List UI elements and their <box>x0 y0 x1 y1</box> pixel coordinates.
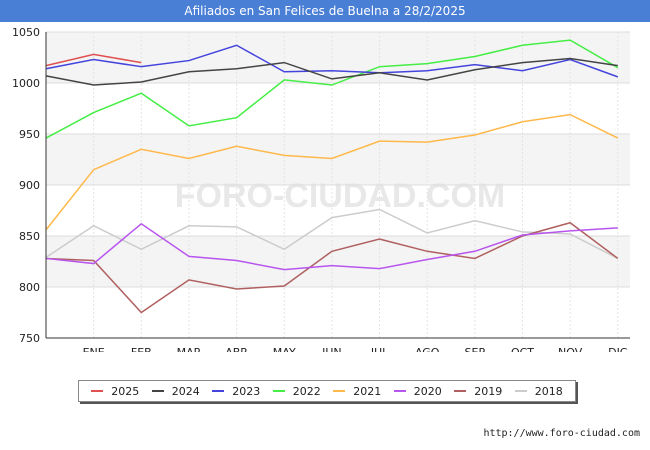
y-tick-label: 800 <box>19 281 40 294</box>
legend-item-2023: 2023 <box>212 385 260 398</box>
y-tick-label: 1050 <box>12 26 40 39</box>
y-tick-label: 950 <box>19 128 40 141</box>
series-line-2024 <box>45 57 618 86</box>
x-tick-label: DIC <box>608 346 628 352</box>
legend-label: 2018 <box>534 384 563 398</box>
legend-item-2019: 2019 <box>454 385 502 398</box>
series-line-2025 <box>45 53 142 67</box>
legend-swatch <box>514 390 527 392</box>
legend-item-2018: 2018 <box>514 384 563 398</box>
legend-swatch <box>272 390 285 392</box>
series-line-2018 <box>45 208 619 260</box>
chart-title: Afiliados en San Felices de Buelna a 28/… <box>0 0 650 22</box>
plot-bands <box>46 32 630 287</box>
x-tick-label: MAR <box>177 346 202 352</box>
legend-item-2024: 2024 <box>151 384 200 398</box>
plot-band <box>46 32 630 83</box>
line-chart: FORO-CIUDAD.COM 750 800 850 900 950 1000 1050 E… <box>12 26 630 352</box>
legend-swatch <box>151 390 164 392</box>
x-tick-label: FEB <box>131 346 152 352</box>
legend-swatch <box>454 390 467 392</box>
y-tick-label: 900 <box>19 179 40 192</box>
series-line-2020 <box>45 222 618 271</box>
plot-band <box>46 134 630 185</box>
legend-label: 2020 <box>413 384 442 398</box>
plot-band <box>46 236 630 287</box>
chart-legend: 2025 2024 2023 2022 2021 2020 2019 2018 <box>78 380 576 402</box>
source-url[interactable]: http://www.foro-ciudad.com <box>483 428 640 439</box>
y-tick-label: 1000 <box>12 77 40 90</box>
x-tick-label: NOV <box>558 346 583 352</box>
legend-label: 2019 <box>474 384 503 398</box>
legend-item-2021: 2021 <box>333 385 381 398</box>
x-tick-label: ENE <box>83 346 105 352</box>
x-tick-label: ABR <box>225 346 248 352</box>
x-tick-label: AGO <box>415 346 440 352</box>
axes <box>45 32 630 339</box>
series-line-2019 <box>45 221 619 314</box>
series-line-2021 <box>45 113 619 231</box>
legend-swatch <box>91 390 104 392</box>
legend-swatch <box>393 390 406 392</box>
series-lines <box>45 39 619 314</box>
legend-label: 2024 <box>171 384 200 398</box>
x-tick-label: JUN <box>321 346 342 352</box>
legend-swatch <box>212 390 225 392</box>
legend-item-2025: 2025 <box>91 385 139 398</box>
legend-item-2020: 2020 <box>393 384 442 398</box>
watermark-text: FORO-CIUDAD.COM <box>175 177 506 215</box>
x-tick-label: SEP <box>465 346 486 352</box>
y-tick-label: 850 <box>19 230 40 243</box>
series-line-2022 <box>45 39 619 139</box>
y-tick-label: 750 <box>19 332 40 345</box>
tick-labels: 750 800 850 900 950 1000 1050 ENE FEB MAR ABR MAY JU… <box>12 26 628 352</box>
x-tick-label: JUL <box>370 346 389 352</box>
legend-label: 2022 <box>292 384 321 398</box>
x-tick-label: OCT <box>511 346 534 352</box>
legend-label: 2021 <box>353 384 382 398</box>
series-line-2023 <box>45 44 619 78</box>
legend-label: 2023 <box>232 384 261 398</box>
legend-swatch <box>333 390 346 392</box>
x-tick-label: MAY <box>273 346 296 352</box>
grid-lines <box>46 31 630 339</box>
legend-label: 2025 <box>111 384 140 398</box>
legend-item-2022: 2022 <box>272 384 321 398</box>
